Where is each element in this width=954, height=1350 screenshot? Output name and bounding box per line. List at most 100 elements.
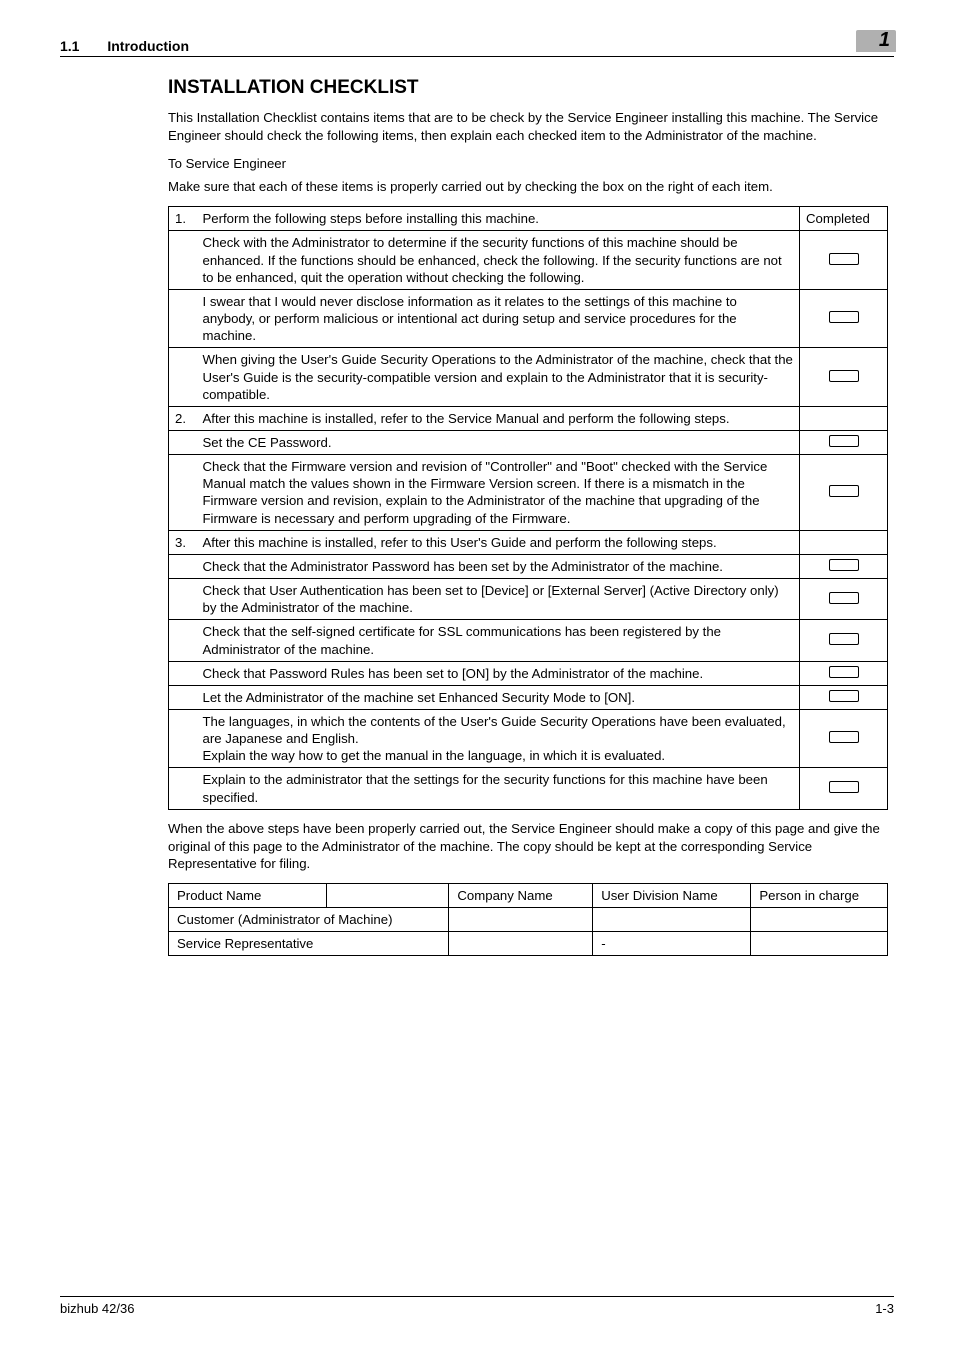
page-title: INSTALLATION CHECKLIST: [168, 77, 888, 99]
checkbox-icon[interactable]: [829, 592, 859, 604]
checkbox-icon[interactable]: [829, 485, 859, 497]
table-row: When giving the User's Guide Security Op…: [169, 348, 888, 406]
table-row: Check that User Authentication has been …: [169, 579, 888, 620]
sig-cell: [751, 908, 888, 932]
cell-blank: [169, 579, 197, 620]
cell-blank: [169, 710, 197, 768]
checklist-item: Set the CE Password.: [197, 430, 800, 454]
chapter-tab-number: 1: [879, 29, 890, 52]
sig-cell: [593, 908, 751, 932]
checkbox-cell: [800, 685, 888, 709]
intro-paragraph: This Installation Checklist contains ite…: [168, 109, 888, 145]
table-row: I swear that I would never disclose info…: [169, 289, 888, 347]
cell-blank: [169, 289, 197, 347]
cell-blank: [169, 455, 197, 531]
checkbox-icon[interactable]: [829, 435, 859, 447]
checklist-item: I swear that I would never disclose info…: [197, 289, 800, 347]
sig-cell: Person in charge: [751, 884, 888, 908]
checkbox-cell: [800, 579, 888, 620]
cell-blank: [169, 768, 197, 809]
page-footer: bizhub 42/36 1-3: [60, 1296, 894, 1316]
checkbox-cell: [800, 455, 888, 531]
checkbox-icon[interactable]: [829, 253, 859, 265]
section-title: Introduction: [107, 38, 189, 54]
cell-blank: [800, 406, 888, 430]
sig-cell: [327, 884, 449, 908]
checkbox-icon[interactable]: [829, 731, 859, 743]
checkbox-icon[interactable]: [829, 781, 859, 793]
checkbox-cell: [800, 620, 888, 661]
checklist-table: 1. Perform the following steps before in…: [168, 206, 888, 810]
checkbox-icon[interactable]: [829, 690, 859, 702]
checkbox-cell: [800, 231, 888, 289]
checklist-item: Check that the Administrator Password ha…: [197, 554, 800, 578]
footer-left: bizhub 42/36: [60, 1301, 134, 1316]
sig-cell: User Division Name: [593, 884, 751, 908]
checkbox-cell: [800, 554, 888, 578]
cell-blank: [169, 554, 197, 578]
checkbox-cell: [800, 768, 888, 809]
table-row: Check that the self-signed certificate f…: [169, 620, 888, 661]
section-number: 1.1: [60, 38, 79, 54]
cell-blank: [169, 620, 197, 661]
sig-cell: Service Representative: [169, 932, 449, 956]
checkbox-icon[interactable]: [829, 666, 859, 678]
table-row: 1. Perform the following steps before in…: [169, 207, 888, 231]
sig-cell: -: [593, 932, 751, 956]
group-heading: After this machine is installed, refer t…: [197, 406, 800, 430]
checkbox-icon[interactable]: [829, 370, 859, 382]
cell-blank: [169, 348, 197, 406]
sig-cell: Customer (Administrator of Machine): [169, 908, 449, 932]
sig-cell: [449, 932, 593, 956]
checklist-item: Check that the Firmware version and revi…: [197, 455, 800, 531]
checklist-item: When giving the User's Guide Security Op…: [197, 348, 800, 406]
table-row: Customer (Administrator of Machine): [169, 908, 888, 932]
group-number: 3.: [169, 530, 197, 554]
table-row: Check that the Administrator Password ha…: [169, 554, 888, 578]
intro-paragraph: To Service Engineer: [168, 155, 888, 173]
cell-blank: [169, 430, 197, 454]
checkbox-cell: [800, 710, 888, 768]
page-header: 1.1 Introduction 1: [60, 38, 894, 57]
sig-cell: [449, 908, 593, 932]
checklist-item: Check that Password Rules has been set t…: [197, 661, 800, 685]
checkbox-cell: [800, 348, 888, 406]
signature-table: Product Name Company Name User Division …: [168, 883, 888, 956]
cell-blank: [169, 231, 197, 289]
table-row: The languages, in which the contents of …: [169, 710, 888, 768]
footer-right: 1-3: [875, 1301, 894, 1316]
table-row: 2. After this machine is installed, refe…: [169, 406, 888, 430]
content-area: INSTALLATION CHECKLIST This Installation…: [60, 77, 894, 956]
table-row: Check that Password Rules has been set t…: [169, 661, 888, 685]
checklist-item: Let the Administrator of the machine set…: [197, 685, 800, 709]
checkbox-cell: [800, 430, 888, 454]
chapter-tab: 1: [856, 30, 896, 52]
checkbox-icon[interactable]: [829, 311, 859, 323]
table-row: Explain to the administrator that the se…: [169, 768, 888, 809]
cell-blank: [169, 685, 197, 709]
completed-header: Completed: [800, 207, 888, 231]
checkbox-cell: [800, 661, 888, 685]
group-number: 1.: [169, 207, 197, 231]
table-row: Product Name Company Name User Division …: [169, 884, 888, 908]
closing-paragraph: When the above steps have been properly …: [168, 820, 888, 873]
table-row: Check with the Administrator to determin…: [169, 231, 888, 289]
checklist-item: Explain to the administrator that the se…: [197, 768, 800, 809]
checklist-item: Check with the Administrator to determin…: [197, 231, 800, 289]
table-row: Check that the Firmware version and revi…: [169, 455, 888, 531]
group-heading: After this machine is installed, refer t…: [197, 530, 800, 554]
checklist-item: Check that User Authentication has been …: [197, 579, 800, 620]
checkbox-icon[interactable]: [829, 559, 859, 571]
group-heading: Perform the following steps before insta…: [197, 207, 800, 231]
checkbox-cell: [800, 289, 888, 347]
table-row: Service Representative -: [169, 932, 888, 956]
table-row: 3. After this machine is installed, refe…: [169, 530, 888, 554]
header-left: 1.1 Introduction: [60, 38, 189, 54]
table-row: Let the Administrator of the machine set…: [169, 685, 888, 709]
checkbox-icon[interactable]: [829, 633, 859, 645]
group-number: 2.: [169, 406, 197, 430]
page: 1.1 Introduction 1 INSTALLATION CHECKLIS…: [0, 0, 954, 956]
checklist-item: Check that the self-signed certificate f…: [197, 620, 800, 661]
sig-cell: Company Name: [449, 884, 593, 908]
sig-cell: [751, 932, 888, 956]
